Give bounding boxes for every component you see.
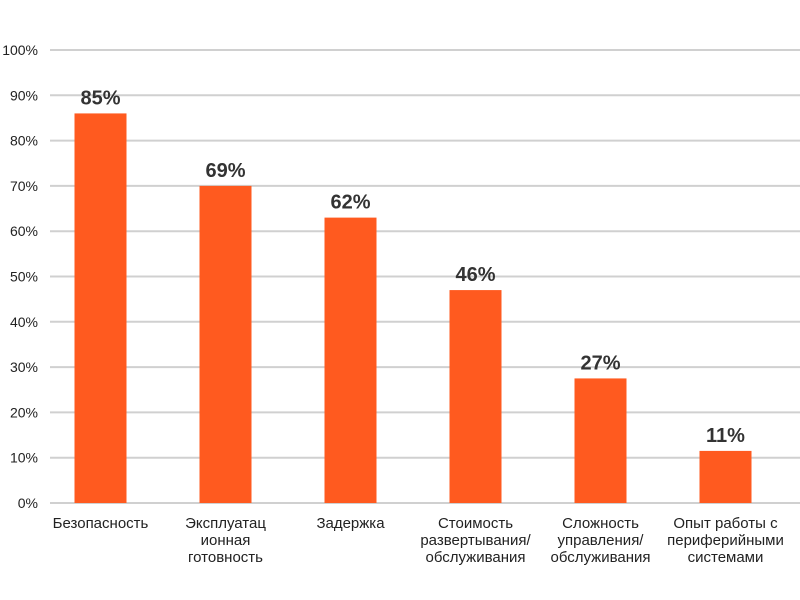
x-category-label: Безопасность xyxy=(53,515,149,532)
y-tick-label: 40% xyxy=(10,314,38,330)
bar xyxy=(449,290,502,503)
x-category-label-line: развертывания/ xyxy=(420,532,531,549)
data-label: 11% xyxy=(706,425,745,447)
x-category-label: Задержка xyxy=(316,515,385,532)
x-category-label-line: системами xyxy=(688,549,764,566)
bar xyxy=(199,185,252,503)
x-category-label-line: Безопасность xyxy=(53,515,149,532)
bar xyxy=(699,450,752,503)
y-tick-label: 30% xyxy=(10,359,38,375)
x-category-label-line: ионная xyxy=(201,532,251,549)
data-label: 62% xyxy=(330,192,370,214)
x-category-label-line: Задержка xyxy=(316,515,385,532)
data-label: 85% xyxy=(80,87,120,109)
bars xyxy=(74,113,752,504)
y-tick-label: 60% xyxy=(10,223,38,239)
bar xyxy=(574,378,627,503)
x-category-label-line: Опыт работы с xyxy=(673,515,778,532)
x-category-label-line: управления/ xyxy=(558,532,645,549)
x-category-label-line: Сложность xyxy=(562,515,639,532)
x-category-label: Опыт работы с периферийными системами xyxy=(667,515,784,566)
data-label: 46% xyxy=(455,264,495,286)
y-tick-label: 10% xyxy=(10,450,38,466)
x-category-label-line: обслуживания xyxy=(550,549,650,566)
gridlines xyxy=(50,49,800,504)
x-category-label-line: Стоимость xyxy=(438,515,513,532)
y-tick-label: 80% xyxy=(10,133,38,149)
y-tick-label: 0% xyxy=(18,495,38,511)
bar xyxy=(74,113,127,504)
y-tick-label: 70% xyxy=(10,178,38,194)
y-tick-label: 100% xyxy=(2,42,38,58)
x-category-label-line: периферийными xyxy=(667,532,784,549)
x-category-label: Эксплуатац ионная готовность xyxy=(185,515,266,566)
x-axis-labels: Безопасность Эксплуатац ионная готовность За… xyxy=(53,515,784,566)
data-label: 27% xyxy=(580,352,620,374)
x-category-label-line: обслуживания xyxy=(425,549,525,566)
x-category-label-line: Эксплуатац xyxy=(185,515,266,532)
y-tick-label: 50% xyxy=(10,269,38,285)
y-axis-ticks: 0% 10% 20% 30% 40% 50% 60% 70% 80% 90% 100% xyxy=(2,42,38,511)
bar xyxy=(324,217,377,504)
x-category-label-line: готовность xyxy=(188,549,263,566)
x-category-label: Стоимость развертывания/обслуживания xyxy=(420,515,531,566)
x-category-label: Сложность управления/обслуживания xyxy=(550,515,650,566)
y-tick-label: 90% xyxy=(10,87,38,103)
data-label: 69% xyxy=(205,160,245,182)
data-labels: 85% 69% 62% 46% 27% 11% xyxy=(80,87,745,446)
y-tick-label: 20% xyxy=(10,404,38,420)
